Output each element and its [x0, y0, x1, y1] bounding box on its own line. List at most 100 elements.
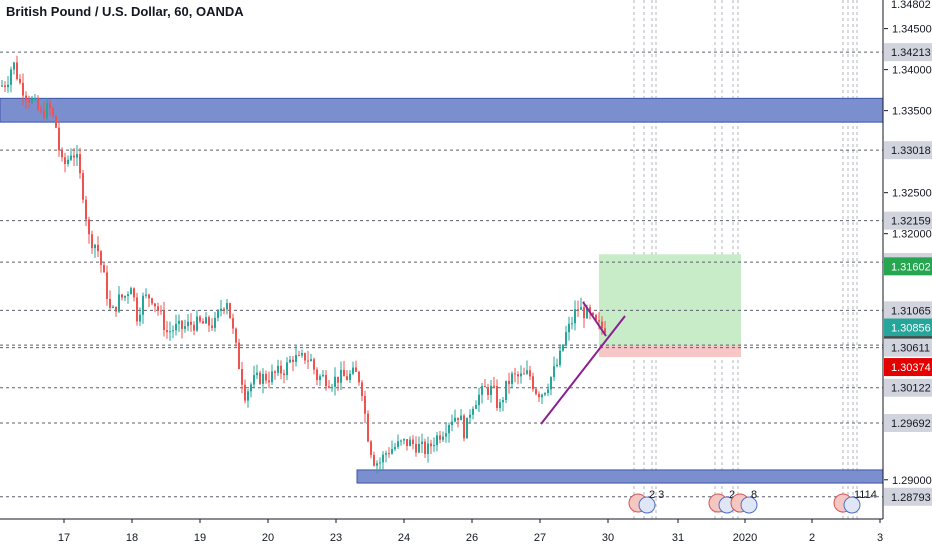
badge-label: 1.34802: [891, 0, 931, 11]
x-tick-label[interactable]: 2: [809, 532, 815, 544]
price-badge: 1.30856: [884, 318, 932, 337]
badge-bg: [884, 414, 932, 433]
candle-body: [217, 310, 219, 318]
x-tick-label[interactable]: 19: [194, 532, 206, 544]
candle-body: [19, 79, 21, 83]
y-axis-ticks[interactable]: 1.34500 1.34000 1.33500 1.32500 1.32000 1.290…: [884, 24, 932, 487]
x-tick-label[interactable]: 3: [877, 532, 883, 544]
candle-body: [304, 353, 306, 361]
badge-label: 1.30611: [891, 343, 930, 355]
candle-body: [436, 435, 438, 446]
x-tick-label[interactable]: 17: [58, 532, 70, 544]
candle-body: [598, 320, 600, 322]
event-marker-4[interactable]: 1114: [833, 489, 877, 514]
event-marker-3[interactable]: 8: [730, 489, 758, 514]
candle-body: [1, 85, 3, 87]
candle-body: [16, 62, 18, 80]
long-position-tool[interactable]: [599, 254, 741, 358]
x-tick-label[interactable]: 30: [602, 532, 614, 544]
candle-body: [103, 264, 105, 273]
candle-body: [106, 272, 108, 299]
x-tick-label[interactable]: 24: [398, 532, 410, 544]
candle-body: [40, 109, 42, 111]
candle-body: [427, 443, 429, 455]
badge-bg: [884, 338, 932, 357]
x-tick-label[interactable]: 20: [262, 532, 274, 544]
candle-body: [565, 332, 567, 345]
candle-body: [415, 443, 417, 453]
x-axis-ticks[interactable]: 17 18 19 20 23 24 26 27 30 31 2020 2 3: [58, 519, 883, 544]
candle-body: [298, 355, 300, 357]
y-tick-label[interactable]: 1.32000: [892, 229, 932, 241]
badge-label: 1.30856: [891, 323, 931, 335]
candle-body: [397, 441, 399, 448]
falling-trendline[interactable]: [582, 301, 607, 337]
badge-bg: [884, 301, 932, 320]
candle-body: [184, 326, 186, 329]
rising-trendline[interactable]: [540, 315, 626, 425]
candle-body: [4, 85, 6, 88]
candle-body: [490, 385, 492, 396]
loss-area[interactable]: [599, 345, 741, 358]
y-tick-label[interactable]: 1.32500: [892, 188, 932, 200]
badge-bg: [884, 43, 932, 62]
price-badge: 1.32159: [884, 211, 932, 230]
resistance-zone[interactable]: [0, 97, 884, 123]
price-badge: 1.28793: [884, 487, 932, 506]
candle-body: [229, 302, 231, 319]
candle-body: [115, 306, 117, 312]
candle-body: [385, 453, 387, 455]
x-tick-label[interactable]: 2020: [733, 532, 757, 544]
price-badge: 1.33018: [884, 141, 932, 160]
candle-body: [124, 295, 126, 298]
candle-body: [529, 370, 531, 377]
candle-body: [463, 415, 465, 439]
candle-body: [457, 417, 459, 421]
candle-body: [325, 374, 327, 387]
y-tick-label[interactable]: 1.33500: [892, 106, 932, 118]
flag-us-icon: [843, 496, 861, 514]
candle-body: [190, 321, 192, 325]
y-tick-label[interactable]: 1.34500: [892, 24, 932, 36]
event-count: 2: [729, 489, 735, 501]
badge-bg: [884, 487, 932, 506]
candle-body: [292, 359, 294, 363]
candle-body: [178, 320, 180, 324]
x-tick-label[interactable]: 27: [534, 532, 546, 544]
candle-body: [523, 373, 525, 375]
candle-body: [70, 155, 72, 160]
badge-label: 1.28793: [891, 492, 931, 504]
candle-body: [91, 234, 93, 249]
x-tick-label[interactable]: 26: [466, 532, 478, 544]
y-tick-label[interactable]: 1.34000: [892, 65, 932, 77]
support-zone[interactable]: [356, 469, 884, 484]
candle-body: [586, 307, 588, 319]
candle-body: [262, 373, 264, 384]
candle-body: [343, 369, 345, 377]
candle-body: [493, 385, 495, 387]
candle-body: [64, 157, 66, 165]
chart-title: British Pound / U.S. Dollar, 60, OANDA: [6, 4, 244, 19]
candle-body: [259, 372, 261, 384]
candle-body: [136, 297, 138, 322]
candle-body: [61, 150, 63, 158]
event-marker-1[interactable]: 2 3: [628, 489, 664, 514]
event-count: 1114: [854, 489, 877, 501]
x-tick-label[interactable]: 31: [672, 532, 684, 544]
x-tick-label[interactable]: 18: [126, 532, 138, 544]
profit-area[interactable]: [599, 254, 741, 346]
badge-bg: [884, 0, 932, 13]
candle-body: [520, 373, 522, 377]
candle-body: [421, 441, 423, 444]
candle-body: [73, 155, 75, 158]
trendlines-layer[interactable]: [540, 301, 626, 425]
candle-body: [595, 314, 597, 321]
x-tick-label[interactable]: 23: [330, 532, 342, 544]
candle-body: [130, 288, 132, 295]
economic-events-layer[interactable]: 2 3 2 8 1114: [628, 489, 877, 514]
candle-body: [454, 417, 456, 422]
y-tick-label[interactable]: 1.29000: [892, 475, 932, 487]
candle-body: [145, 294, 147, 296]
candle-body: [211, 325, 213, 328]
